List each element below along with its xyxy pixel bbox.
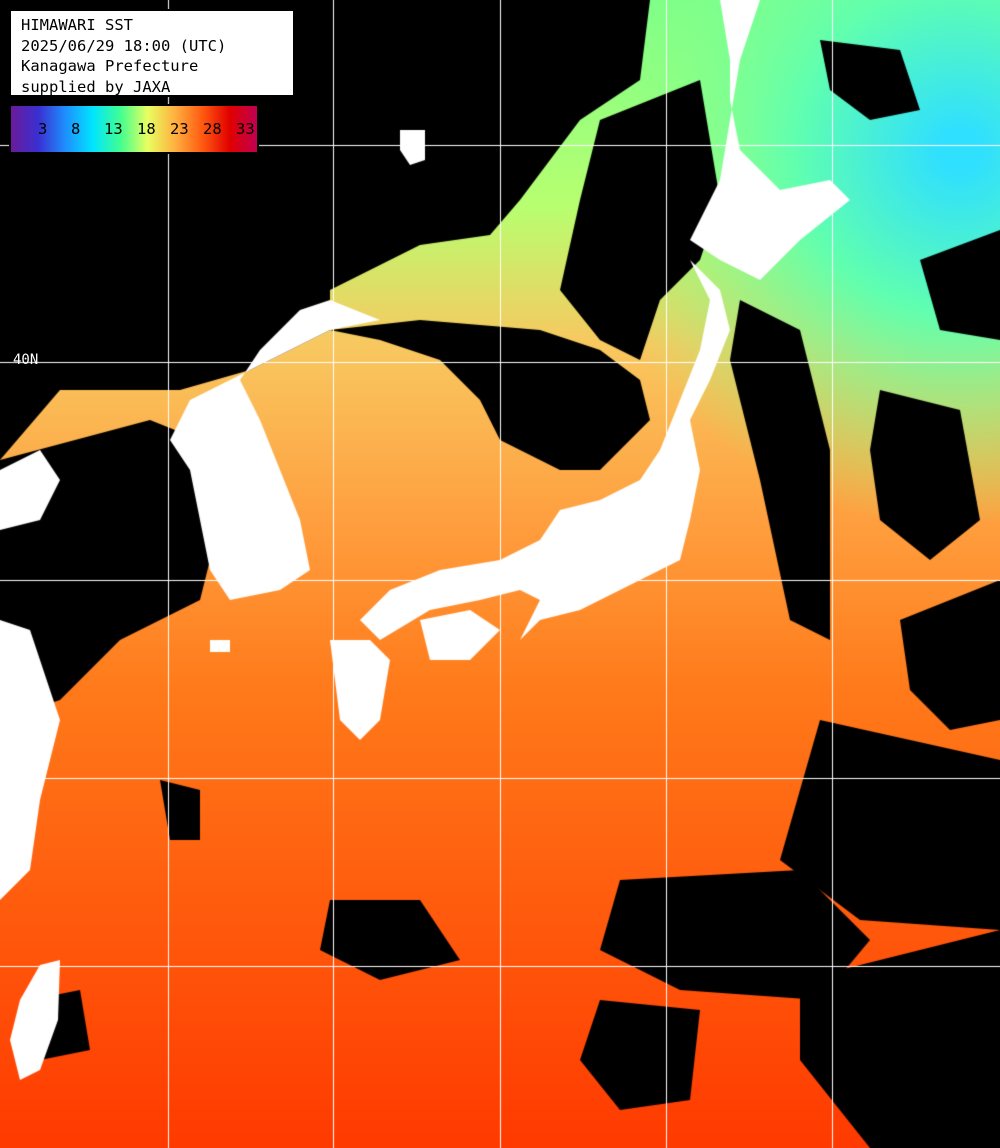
latitude-label: 40N — [13, 352, 39, 368]
legend-tick: 23 — [170, 120, 189, 138]
legend-tick: 33 — [236, 120, 255, 138]
map-title: HIMAWARI SST — [21, 16, 133, 34]
map-credit: supplied by JAXA — [21, 77, 171, 96]
map-datetime: 2025/06/29 18:00 (UTC) — [21, 36, 227, 55]
legend-tick: 3 — [38, 120, 48, 138]
legend-tick: 8 — [71, 120, 81, 138]
legend-tick: 13 — [104, 120, 123, 138]
map-region: Kanagawa Prefecture — [21, 57, 199, 75]
color-scale-legend: 3 8 13 18 23 28 33 — [9, 104, 259, 154]
legend-tick: 18 — [137, 120, 156, 138]
info-box: HIMAWARI SST 2025/06/29 18:00 (UTC) Kana… — [9, 9, 295, 97]
latitude-label: 30N — [13, 759, 39, 775]
legend-tick: 28 — [203, 120, 222, 138]
